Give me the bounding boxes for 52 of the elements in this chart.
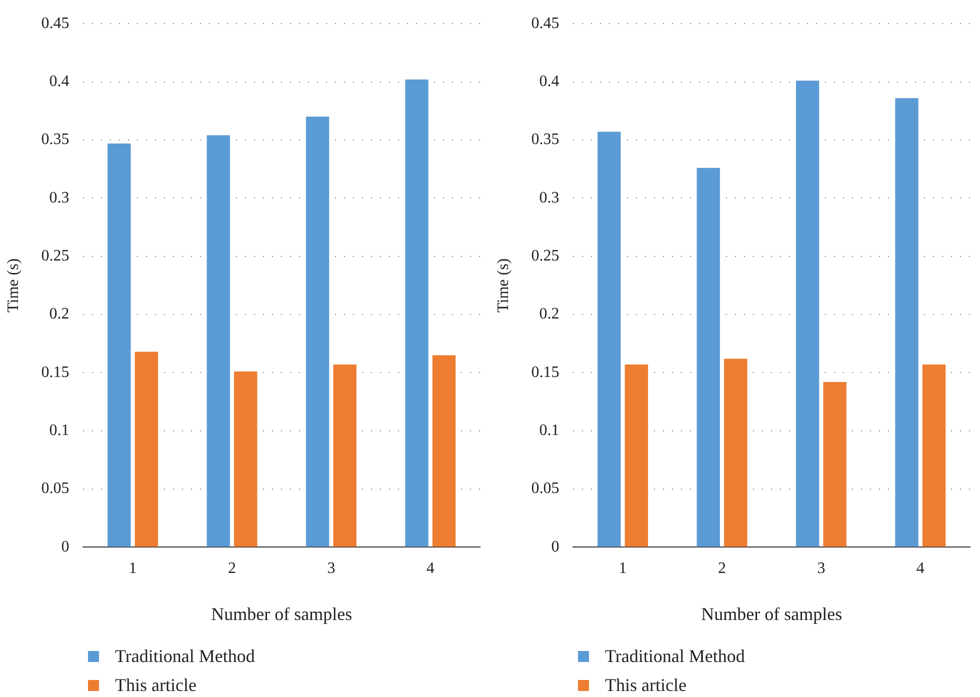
bar (432, 355, 456, 547)
y-tick-label: 0.2 (539, 306, 560, 323)
bar (405, 79, 428, 547)
bar (234, 372, 258, 547)
bar (598, 132, 621, 547)
y-axis-title: Time (s) (4, 258, 22, 312)
x-tick-label: 2 (228, 560, 236, 578)
legend-label: Traditional Method (115, 646, 255, 667)
legend-label: This article (605, 675, 686, 696)
y-axis-title: Time (s) (494, 258, 512, 312)
y-tick-label: 0.35 (41, 131, 70, 148)
bar (206, 135, 230, 547)
bar (624, 364, 648, 547)
bar (823, 382, 846, 547)
y-tick-label: 0.2 (49, 306, 70, 323)
bar (796, 80, 820, 547)
y-tick-label: 0.15 (531, 364, 560, 381)
y-tick-label: 0.35 (531, 131, 560, 148)
legend-label: This article (115, 675, 196, 696)
y-tick-label: 0.15 (41, 364, 70, 381)
y-tick-label: 0.3 (49, 189, 70, 206)
bar (696, 168, 720, 547)
x-axis-title: Number of samples (701, 604, 842, 624)
legend-label: Traditional Method (605, 646, 745, 667)
bar (306, 116, 330, 547)
x-tick-label: 3 (817, 560, 826, 578)
y-tick-label: 0.25 (41, 248, 70, 265)
bar (895, 98, 918, 547)
bar (134, 352, 158, 547)
bar (922, 364, 946, 547)
y-tick-label: 0.45 (531, 14, 560, 32)
x-tick-label: 3 (327, 560, 336, 578)
x-tick-label: 1 (128, 560, 137, 578)
y-tick-label: 0 (551, 538, 560, 556)
y-tick-label: 0.4 (49, 72, 70, 90)
y-tick-label: 0.1 (49, 422, 70, 440)
bar (333, 364, 356, 547)
y-tick-label: 0 (61, 538, 70, 556)
y-tick-label: 0.45 (41, 14, 70, 32)
x-tick-label: 2 (718, 560, 726, 578)
y-tick-label: 0.3 (539, 189, 560, 206)
y-tick-label: 0.05 (41, 480, 70, 498)
y-tick-label: 0.25 (531, 248, 560, 265)
x-tick-label: 1 (618, 560, 627, 578)
x-tick-label: 4 (916, 560, 924, 578)
y-tick-label: 0.4 (539, 72, 560, 90)
x-tick-label: 4 (426, 560, 434, 578)
y-tick-label: 0.1 (539, 422, 560, 440)
bar (724, 358, 748, 547)
x-axis-title: Number of samples (211, 604, 352, 624)
bar (108, 143, 131, 547)
y-tick-label: 0.05 (531, 480, 560, 498)
